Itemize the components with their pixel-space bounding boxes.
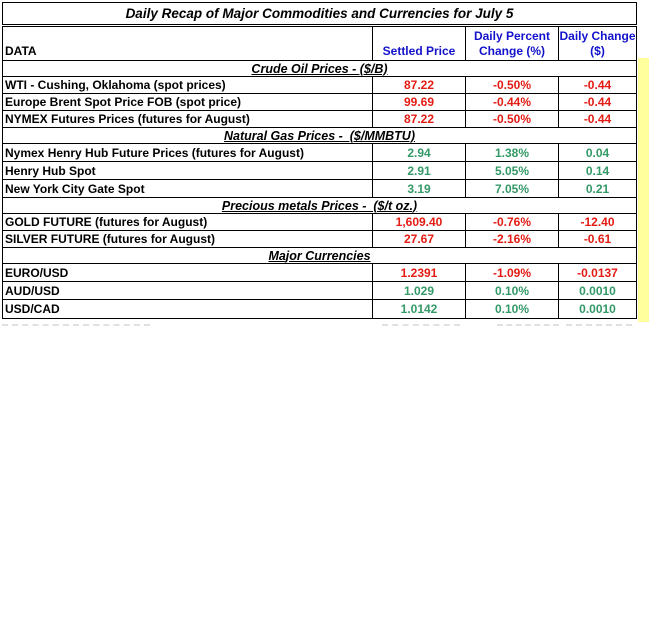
- settled-price-value: 2.91: [373, 162, 466, 179]
- percent-change-value: -0.76%: [466, 214, 559, 230]
- row-label: WTI - Cushing, Oklahoma (spot prices): [3, 77, 373, 93]
- yellow-fill-strip: [638, 58, 649, 322]
- settled-price-value: 1.2391: [373, 264, 466, 281]
- row-label: USD/CAD: [3, 300, 373, 318]
- row-label: New York City Gate Spot: [3, 180, 373, 197]
- settled-price-value: 3.19: [373, 180, 466, 197]
- commodities-table: DATA Settled Price Daily Percent Change …: [2, 26, 637, 319]
- column-header-settled-price: Settled Price: [373, 27, 466, 60]
- row-label: Europe Brent Spot Price FOB (spot price): [3, 94, 373, 110]
- percent-change-value: -0.44%: [466, 94, 559, 110]
- settled-price-value: 87.22: [373, 111, 466, 127]
- column-header-daily-change: Daily Change ($): [559, 29, 636, 58]
- percent-change-value: 0.10%: [466, 300, 559, 318]
- settled-price-value: 27.67: [373, 231, 466, 247]
- screenshot-artifact: [2, 324, 150, 326]
- dollar-change-value: -12.40: [580, 215, 615, 229]
- percent-change-value: 5.05%: [466, 162, 559, 179]
- table-row-nymex: NYMEX Futures Prices (futures for August…: [3, 111, 636, 128]
- dollar-change-value: -0.0137: [577, 265, 618, 280]
- dollar-change-value: -0.44: [583, 112, 612, 126]
- table-row-henry-hub-spot: Henry Hub Spot 2.91 5.05% 0.14: [3, 162, 636, 180]
- percent-change-value: -1.09%: [466, 264, 559, 281]
- table-row-eurusd: EURO/USD 1.2391 -1.09% -0.0137: [3, 264, 636, 282]
- row-label: GOLD FUTURE (futures for August): [3, 214, 373, 230]
- table-row-brent: Europe Brent Spot Price FOB (spot price)…: [3, 94, 636, 111]
- dollar-change-value: 0.14: [585, 163, 610, 178]
- table-header-row: DATA Settled Price Daily Percent Change …: [3, 27, 636, 61]
- settled-price-value: 1,609.40: [373, 214, 466, 230]
- percent-change-value: 7.05%: [466, 180, 559, 197]
- settled-price-value: 2.94: [373, 144, 466, 161]
- screenshot-artifact: [497, 324, 559, 326]
- section-heading-label: Crude Oil Prices - ($/B): [251, 61, 388, 76]
- dollar-change-value: 0.04: [585, 145, 610, 160]
- table-row-wti: WTI - Cushing, Oklahoma (spot prices) 87…: [3, 77, 636, 94]
- table-row-gold: GOLD FUTURE (futures for August) 1,609.4…: [3, 214, 636, 231]
- section-heading-precious-metals: Precious metals Prices - ($/t oz.): [3, 198, 636, 214]
- percent-change-value: 0.10%: [466, 282, 559, 299]
- section-heading-natural-gas: Natural Gas Prices - ($/MMBTU): [3, 128, 636, 144]
- section-heading-major-currencies: Major Currencies: [3, 248, 636, 264]
- table-row-usdcad: USD/CAD 1.0142 0.10% 0.0010: [3, 300, 636, 318]
- screenshot-artifact: [566, 324, 632, 326]
- dollar-change-value: -0.44: [583, 95, 612, 109]
- table-row-nymex-henry-hub: Nymex Henry Hub Future Prices (futures f…: [3, 144, 636, 162]
- column-header-daily-percent-change: Daily Percent Change (%): [466, 27, 559, 60]
- row-label: EURO/USD: [3, 264, 373, 281]
- dollar-change-value: -0.44: [583, 78, 612, 92]
- settled-price-value: 87.22: [373, 77, 466, 93]
- section-heading-crude-oil: Crude Oil Prices - ($/B): [3, 61, 636, 77]
- column-header-data: DATA: [3, 27, 373, 60]
- section-heading-label: Precious metals Prices - ($/t oz.): [221, 198, 418, 213]
- row-label: NYMEX Futures Prices (futures for August…: [3, 111, 373, 127]
- dollar-change-value: 0.0010: [579, 302, 616, 316]
- table-row-nyc-gate-spot: New York City Gate Spot 3.19 7.05% 0.21: [3, 180, 636, 198]
- dollar-change-value: 0.21: [585, 181, 610, 196]
- screenshot-artifact: [382, 324, 460, 326]
- dollar-change-value: 0.0010: [579, 283, 616, 298]
- settled-price-value: 1.0142: [373, 300, 466, 318]
- row-label: Nymex Henry Hub Future Prices (futures f…: [3, 144, 373, 161]
- percent-change-value: -2.16%: [466, 231, 559, 247]
- row-label: Henry Hub Spot: [3, 162, 373, 179]
- percent-change-value: -0.50%: [466, 77, 559, 93]
- section-heading-label: Major Currencies: [268, 248, 371, 263]
- settled-price-value: 99.69: [373, 94, 466, 110]
- table-row-audusd: AUD/USD 1.029 0.10% 0.0010: [3, 282, 636, 300]
- page-title: Daily Recap of Major Commodities and Cur…: [2, 2, 637, 25]
- percent-change-value: 1.38%: [466, 144, 559, 161]
- settled-price-value: 1.029: [373, 282, 466, 299]
- table-row-silver: SILVER FUTURE (futures for August) 27.67…: [3, 231, 636, 248]
- section-heading-label: Natural Gas Prices - ($/MMBTU): [223, 128, 415, 143]
- row-label: SILVER FUTURE (futures for August): [3, 231, 373, 247]
- percent-change-value: -0.50%: [466, 111, 559, 127]
- row-label: AUD/USD: [3, 282, 373, 299]
- dollar-change-value: -0.61: [583, 232, 612, 246]
